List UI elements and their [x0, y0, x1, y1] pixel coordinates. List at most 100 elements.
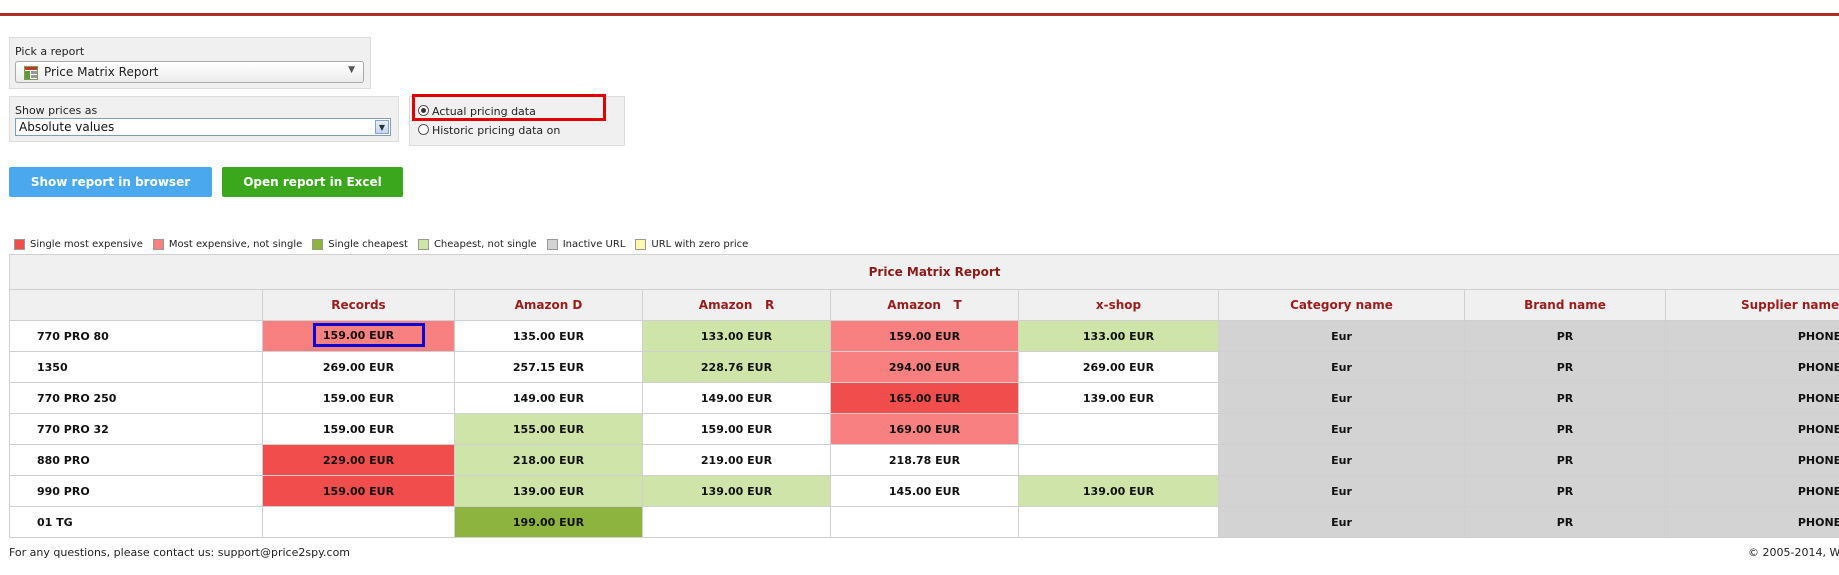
column-header[interactable]: Category name: [1218, 289, 1465, 321]
column-header[interactable]: Amazon D: [454, 289, 643, 321]
legend-label: Most expensive, not single: [168, 238, 303, 250]
table-row: 01 TG 199.00 EUR Eur PR PHONES: [9, 506, 1839, 538]
column-header[interactable]: Supplier name: [1664, 289, 1839, 321]
legend-item: Inactive URL: [546, 238, 626, 250]
legend-swatch: [14, 238, 25, 250]
report-select-value: Price Matrix Report: [44, 65, 159, 79]
legend-label: Single cheapest: [328, 238, 408, 250]
price-cell: 139.00 EUR: [1018, 475, 1219, 507]
price-matrix-table: Price Matrix Report Records Amazon D Ama…: [8, 254, 1839, 538]
table-row: 990 PRO 159.00 EUR 139.00 EUR 139.00 EUR…: [9, 475, 1839, 507]
category-cell: Eur: [1218, 382, 1465, 414]
price-cell: 218.78 EUR: [830, 444, 1019, 476]
price-cell: 159.00 EUR: [262, 413, 455, 445]
price-cell: 149.00 EUR: [642, 382, 831, 414]
supplier-cell: PHONES: [1664, 351, 1839, 383]
supplier-cell: PHONES: [1664, 444, 1839, 476]
price-cell: [1018, 444, 1219, 476]
price-cell: 139.00 EUR: [1018, 382, 1219, 414]
footer-copyright: © 2005-2014, W: [1748, 546, 1839, 559]
show-report-browser-button[interactable]: Show report in browser: [9, 167, 212, 197]
legend-swatch: [152, 238, 164, 250]
annotation-highlight: [412, 94, 606, 121]
radio-unchecked-icon[interactable]: [418, 124, 429, 135]
legend-swatch: [546, 238, 558, 250]
report-select[interactable]: Price Matrix Report ▼: [15, 61, 364, 83]
price-cell: 139.00 EUR: [454, 475, 643, 507]
supplier-cell: PHONES: [1664, 506, 1839, 538]
price-cell: 145.00 EUR: [830, 475, 1019, 507]
price-cell: 159.00 EUR: [642, 413, 831, 445]
price-cell: 219.00 EUR: [642, 444, 831, 476]
legend-swatch: [417, 238, 429, 250]
price-cell: 155.00 EUR: [454, 413, 643, 445]
price-cell: 257.15 EUR: [454, 351, 643, 383]
price-cell: 294.00 EUR: [830, 351, 1019, 383]
category-cell: Eur: [1218, 320, 1465, 352]
price-cell: 139.00 EUR: [642, 475, 831, 507]
legend-item: Cheapest, not single: [417, 238, 537, 250]
category-cell: Eur: [1218, 506, 1465, 538]
prices-select[interactable]: Absolute values ▼: [15, 118, 391, 136]
column-header[interactable]: Records: [262, 289, 455, 321]
column-header[interactable]: Amazon R: [642, 289, 831, 321]
supplier-cell: PHONES: [1664, 475, 1839, 507]
report-grid-icon: [24, 66, 38, 80]
report-picker-panel: Pick a report Price Matrix Report ▼: [9, 37, 371, 89]
price-cell: [830, 506, 1019, 538]
price-cell: 135.00 EUR: [454, 320, 643, 352]
supplier-cell: PHONES: [1664, 320, 1839, 352]
column-header[interactable]: Amazon T: [830, 289, 1019, 321]
table-row: 1350 269.00 EUR 257.15 EUR 228.76 EUR 29…: [9, 351, 1839, 383]
category-cell: Eur: [1218, 413, 1465, 445]
brand-cell: PR: [1464, 413, 1666, 445]
brand-cell: PR: [1464, 351, 1666, 383]
price-cell: 269.00 EUR: [1018, 351, 1219, 383]
table-row: 770 PRO 32 159.00 EUR 155.00 EUR 159.00 …: [9, 413, 1839, 445]
open-report-excel-button[interactable]: Open report in Excel: [222, 167, 403, 197]
legend-label: Inactive URL: [562, 238, 626, 250]
prices-picker-label: Show prices as: [15, 104, 98, 117]
product-name: 770 PRO 80: [9, 320, 263, 352]
price-cell: 159.00 EUR: [262, 382, 455, 414]
radio-actual-label: Actual pricing data: [432, 105, 536, 118]
footer-contact: For any questions, please contact us: su…: [9, 546, 351, 559]
column-header[interactable]: Brand name: [1464, 289, 1666, 321]
price-cell: [642, 506, 831, 538]
price-cell: 169.00 EUR: [830, 413, 1019, 445]
brand-cell: PR: [1464, 382, 1666, 414]
brand-cell: PR: [1464, 444, 1666, 476]
radio-historic-label: Historic pricing data on: [432, 124, 561, 137]
product-name: 01 TG: [9, 506, 263, 538]
legend-item: Single most expensive: [14, 238, 143, 250]
price-value: 159.00 EUR: [322, 329, 395, 342]
supplier-cell: PHONES: [1664, 413, 1839, 445]
legend: Single most expensive Most expensive, no…: [14, 237, 758, 251]
table-row: 770 PRO 250 159.00 EUR 149.00 EUR 149.00…: [9, 382, 1839, 414]
price-cell: 159.00 EUR: [262, 320, 455, 352]
price-cell: 159.00 EUR: [830, 320, 1019, 352]
table-row: 880 PRO 229.00 EUR 218.00 EUR 219.00 EUR…: [9, 444, 1839, 476]
legend-item: Single cheapest: [312, 238, 408, 250]
column-header: [9, 289, 263, 321]
price-cell: [1018, 413, 1219, 445]
chevron-down-icon: ▼: [348, 65, 355, 75]
product-name: 990 PRO: [9, 475, 263, 507]
product-name: 770 PRO 32: [9, 413, 263, 445]
price-cell: 159.00 EUR: [262, 475, 455, 507]
table-title: Price Matrix Report: [8, 254, 1839, 290]
category-cell: Eur: [1218, 475, 1465, 507]
dropdown-arrow-icon[interactable]: ▼: [375, 120, 389, 134]
price-cell: 228.76 EUR: [642, 351, 831, 383]
legend-swatch: [635, 238, 647, 250]
price-cell: [262, 506, 455, 538]
price-cell: 218.00 EUR: [454, 444, 643, 476]
radio-checked-icon[interactable]: [418, 105, 429, 116]
price-cell: 199.00 EUR: [454, 506, 643, 538]
header-row: Records Amazon D Amazon R Amazon T x-sho…: [9, 289, 1839, 321]
prices-select-value: Absolute values: [19, 120, 115, 134]
pricing-mode-panel: Actual pricing data Historic pricing dat…: [409, 96, 625, 146]
report-picker-label: Pick a report: [15, 45, 85, 58]
top-divider: [0, 13, 1839, 16]
column-header[interactable]: x-shop: [1018, 289, 1219, 321]
